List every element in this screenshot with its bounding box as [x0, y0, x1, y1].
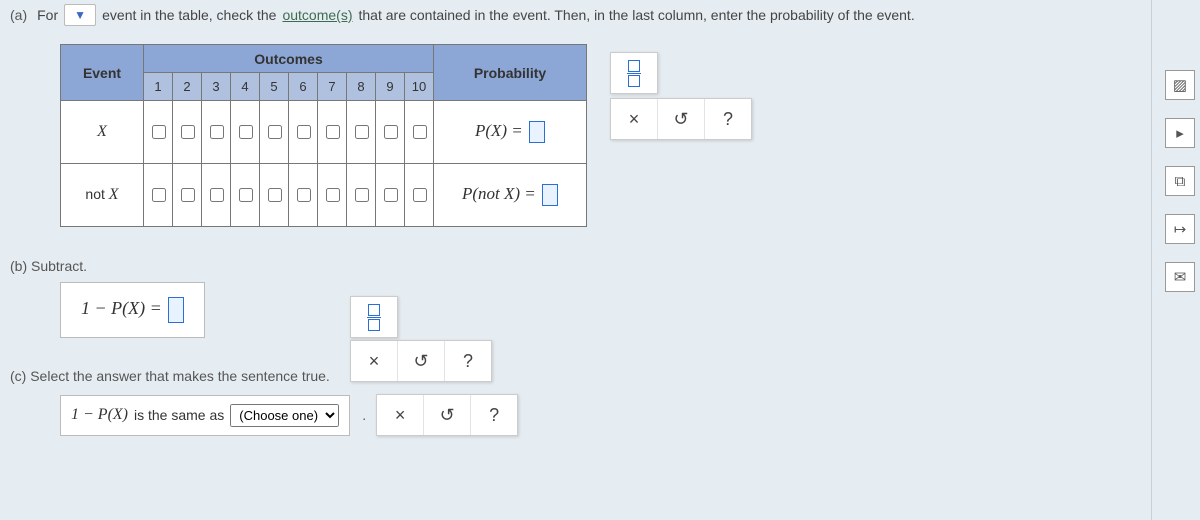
chk-x-6[interactable]	[297, 125, 311, 139]
part-a-pre: For	[37, 7, 58, 23]
chk-x-2[interactable]	[181, 125, 195, 139]
prob-x-input[interactable]	[529, 121, 545, 143]
help-button-b[interactable]: ?	[445, 341, 491, 381]
chk-notx-7[interactable]	[326, 188, 340, 202]
choose-one-select[interactable]: (Choose one)	[230, 404, 339, 427]
chk-notx-10[interactable]	[413, 188, 427, 202]
fraction-icon-b	[367, 304, 381, 331]
clear-button-a[interactable]: ×	[611, 99, 658, 139]
tool-icon-4[interactable]: ↦	[1165, 214, 1195, 244]
toolbar-b-frac	[350, 296, 398, 338]
outcomes-link[interactable]: outcome(s)	[282, 7, 352, 23]
toolbar-a-frac	[610, 52, 658, 94]
tool-icon-2[interactable]: ▸	[1165, 118, 1195, 148]
row-notx-pre: not	[85, 186, 108, 202]
col-5: 5	[260, 73, 289, 101]
toolbar-b: × ↺ ?	[350, 340, 492, 382]
sentence-box: 1 − P(X) is the same as (Choose one)	[60, 395, 350, 436]
chk-notx-2[interactable]	[181, 188, 195, 202]
chk-notx-4[interactable]	[239, 188, 253, 202]
row-notx-var: X	[109, 186, 119, 203]
col-1: 1	[144, 73, 173, 101]
part-a-line: (a) For ▼ event in the table, check the …	[10, 4, 1190, 26]
part-c-label: (c) Select the answer that makes the sen…	[10, 368, 1190, 384]
subtract-box: 1 − P(X) =	[60, 282, 205, 338]
probability-header: Probability	[434, 45, 587, 101]
reset-button-c[interactable]: ↺	[424, 395, 471, 435]
subtract-eq: 1 − P(X) =	[81, 298, 162, 318]
prob-x-cell: P(X) =	[434, 101, 587, 164]
fraction-button[interactable]	[611, 53, 657, 93]
toolbar-a: × ↺ ?	[610, 98, 752, 140]
each-dropdown[interactable]: ▼	[64, 4, 96, 26]
chk-notx-3[interactable]	[210, 188, 224, 202]
col-2: 2	[173, 73, 202, 101]
clear-button-b[interactable]: ×	[351, 341, 398, 381]
chk-notx-1[interactable]	[152, 188, 166, 202]
chk-x-10[interactable]	[413, 125, 427, 139]
chk-notx-6[interactable]	[297, 188, 311, 202]
help-button-a[interactable]: ?	[705, 99, 751, 139]
col-7: 7	[318, 73, 347, 101]
chk-x-1[interactable]	[152, 125, 166, 139]
prob-x-lhs: P(X) =	[475, 121, 523, 140]
part-b-label: (b) Subtract.	[10, 258, 1190, 274]
col-10: 10	[405, 73, 434, 101]
chk-x-3[interactable]	[210, 125, 224, 139]
chk-notx-5[interactable]	[268, 188, 282, 202]
clear-button-c[interactable]: ×	[377, 395, 424, 435]
chk-notx-8[interactable]	[355, 188, 369, 202]
col-6: 6	[289, 73, 318, 101]
part-a-post1: event in the table, check the	[102, 7, 276, 23]
sentence-period: .	[362, 407, 366, 423]
row-x-label: X	[61, 101, 144, 164]
col-4: 4	[231, 73, 260, 101]
tool-icon-3[interactable]: ⧉	[1165, 166, 1195, 196]
prob-notx-lhs: P(not X) =	[462, 184, 536, 203]
outcomes-table: Event Outcomes Probability 1 2 3 4 5 6 7…	[60, 44, 587, 227]
subtract-input[interactable]	[168, 297, 184, 323]
fraction-button-b[interactable]	[351, 297, 397, 337]
sentence-mid: is the same as	[134, 407, 224, 423]
part-a-label: (a)	[10, 7, 27, 23]
chk-x-4[interactable]	[239, 125, 253, 139]
chk-x-9[interactable]	[384, 125, 398, 139]
prob-notx-cell: P(not X) =	[434, 164, 587, 227]
reset-button-a[interactable]: ↺	[658, 99, 705, 139]
chk-x-7[interactable]	[326, 125, 340, 139]
fraction-icon	[627, 60, 641, 87]
event-header: Event	[61, 45, 144, 101]
chk-x-8[interactable]	[355, 125, 369, 139]
right-icon-strip: ▨ ▸ ⧉ ↦ ✉	[1162, 70, 1198, 292]
part-a-post2: that are contained in the event. Then, i…	[359, 7, 915, 23]
sentence-math: 1 − P(X)	[71, 406, 128, 424]
tool-icon-1[interactable]: ▨	[1165, 70, 1195, 100]
tool-icon-5[interactable]: ✉	[1165, 262, 1195, 292]
prob-notx-input[interactable]	[542, 184, 558, 206]
col-3: 3	[202, 73, 231, 101]
divider	[1151, 0, 1152, 520]
help-button-c[interactable]: ?	[471, 395, 517, 435]
col-9: 9	[376, 73, 405, 101]
outcomes-header: Outcomes	[144, 45, 434, 73]
chk-x-5[interactable]	[268, 125, 282, 139]
row-notx-label: not X	[61, 164, 144, 227]
toolbar-c: × ↺ ?	[376, 394, 518, 436]
chk-notx-9[interactable]	[384, 188, 398, 202]
col-8: 8	[347, 73, 376, 101]
reset-button-b[interactable]: ↺	[398, 341, 445, 381]
